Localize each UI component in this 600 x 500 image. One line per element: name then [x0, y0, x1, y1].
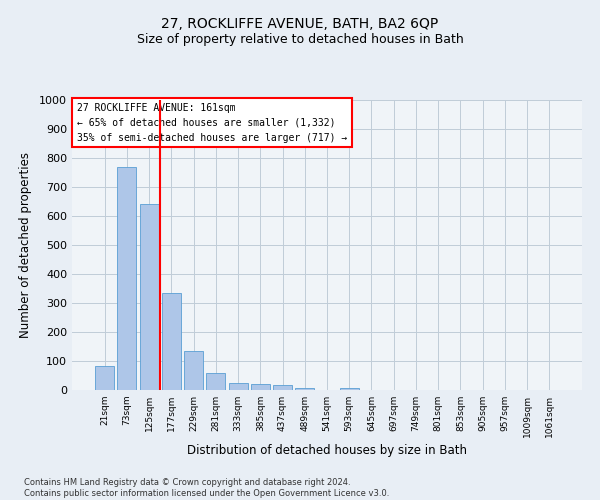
X-axis label: Distribution of detached houses by size in Bath: Distribution of detached houses by size …: [187, 444, 467, 457]
Bar: [206, 372, 225, 390]
Bar: [162, 293, 181, 390]
Bar: [118, 166, 136, 390]
Bar: [95, 366, 114, 390]
Bar: [273, 385, 292, 390]
Bar: [295, 388, 314, 390]
Text: 27 ROCKLIFFE AVENUE: 161sqm
← 65% of detached houses are smaller (1,332)
35% of : 27 ROCKLIFFE AVENUE: 161sqm ← 65% of det…: [77, 103, 347, 142]
Y-axis label: Number of detached properties: Number of detached properties: [19, 152, 32, 338]
Bar: [229, 383, 248, 390]
Bar: [251, 384, 270, 390]
Bar: [140, 204, 158, 390]
Bar: [184, 351, 203, 390]
Bar: [340, 388, 359, 390]
Text: Contains HM Land Registry data © Crown copyright and database right 2024.
Contai: Contains HM Land Registry data © Crown c…: [24, 478, 389, 498]
Text: Size of property relative to detached houses in Bath: Size of property relative to detached ho…: [137, 32, 463, 46]
Text: 27, ROCKLIFFE AVENUE, BATH, BA2 6QP: 27, ROCKLIFFE AVENUE, BATH, BA2 6QP: [161, 18, 439, 32]
